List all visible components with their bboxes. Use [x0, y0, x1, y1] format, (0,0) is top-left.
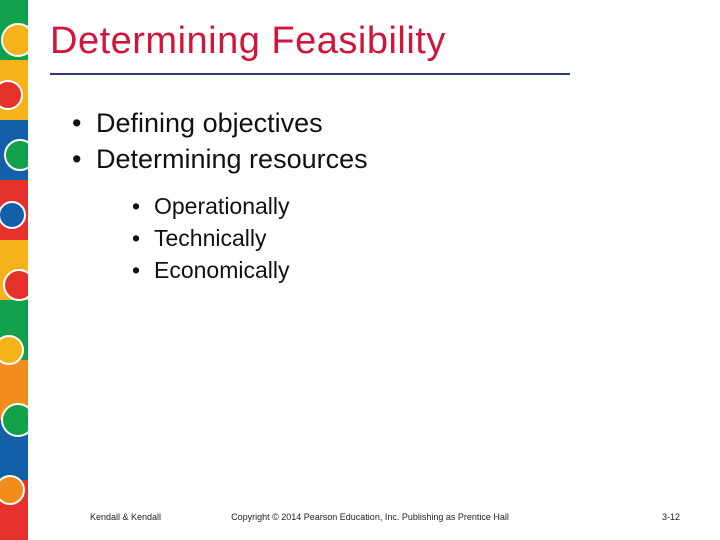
list-item: Operationally: [132, 190, 690, 222]
bullet-list-level2: Operationally Technically Economically: [132, 190, 690, 287]
list-item: Technically: [132, 222, 690, 254]
bullet-text: Determining resources: [96, 144, 368, 174]
bullet-text: Operationally: [154, 193, 290, 219]
bullet-text: Economically: [154, 257, 290, 283]
list-item: Defining objectives: [72, 105, 690, 141]
bullet-list-level1: Defining objectives Determining resource…: [72, 105, 690, 286]
list-item: Economically: [132, 254, 690, 286]
list-item: Determining resources Operationally Tech…: [72, 141, 690, 286]
footer-copyright: Copyright © 2014 Pearson Education, Inc.…: [50, 512, 690, 522]
footer-page: 3-12: [662, 512, 680, 522]
bullet-text: Defining objectives: [96, 108, 323, 138]
title-underline: [50, 73, 570, 75]
slide-title: Determining Feasibility: [50, 20, 690, 63]
bullet-text: Technically: [154, 225, 267, 251]
decorative-sidebar: [0, 0, 28, 540]
slide-body: Determining Feasibility Defining objecti…: [50, 20, 690, 520]
